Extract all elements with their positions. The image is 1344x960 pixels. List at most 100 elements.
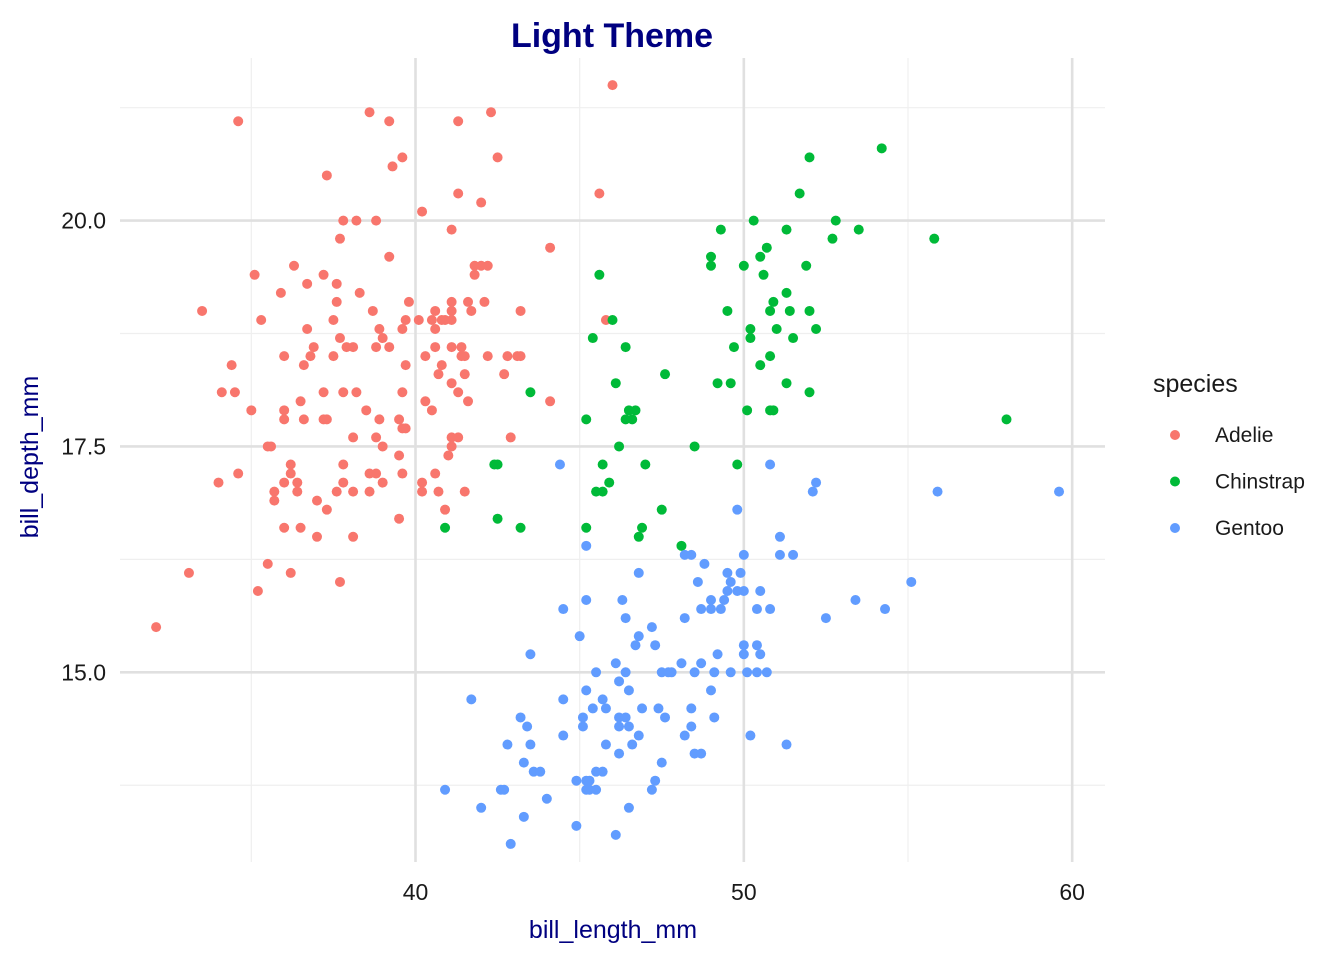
point-adelie: [269, 495, 280, 506]
point-adelie: [298, 360, 309, 371]
point-gentoo: [591, 667, 602, 678]
point-gentoo: [637, 703, 648, 714]
point-chinstrap: [758, 269, 769, 280]
point-chinstrap: [594, 269, 605, 280]
point-adelie: [229, 387, 240, 398]
point-adelie: [354, 287, 365, 298]
point-chinstrap: [745, 324, 756, 335]
point-chinstrap: [781, 224, 792, 235]
legend-key-chinstrap: [1170, 476, 1180, 487]
point-chinstrap: [492, 513, 503, 524]
point-adelie: [417, 477, 428, 488]
point-chinstrap: [781, 287, 792, 298]
point-chinstrap: [630, 405, 641, 416]
point-chinstrap: [765, 305, 776, 316]
point-chinstrap: [607, 314, 618, 325]
point-adelie: [371, 342, 382, 353]
point-adelie: [476, 197, 487, 208]
legend-title: species: [1153, 370, 1238, 398]
point-adelie: [433, 486, 444, 497]
point-chinstrap: [745, 333, 756, 344]
point-gentoo: [774, 531, 785, 542]
point-gentoo: [610, 829, 621, 840]
point-adelie: [377, 333, 388, 344]
point-gentoo: [679, 613, 690, 624]
point-gentoo: [696, 658, 707, 669]
point-adelie: [430, 342, 441, 353]
point-adelie: [279, 351, 290, 362]
point-chinstrap: [804, 387, 815, 398]
y-tick-label: 15.0: [61, 659, 106, 685]
point-adelie: [338, 215, 349, 226]
point-adelie: [426, 314, 437, 325]
point-chinstrap: [781, 378, 792, 389]
point-gentoo: [765, 604, 776, 615]
point-adelie: [334, 333, 345, 344]
point-adelie: [377, 441, 388, 452]
point-adelie: [394, 414, 405, 425]
point-gentoo: [558, 730, 569, 741]
point-adelie: [446, 378, 457, 389]
point-gentoo: [505, 838, 516, 849]
legend-label-gentoo: Gentoo: [1215, 517, 1284, 540]
point-adelie: [400, 423, 411, 434]
point-gentoo: [614, 748, 625, 759]
point-gentoo: [597, 766, 608, 777]
y-tick-label: 17.5: [61, 433, 106, 459]
point-adelie: [334, 233, 345, 244]
point-adelie: [252, 585, 263, 596]
point-gentoo: [623, 721, 634, 732]
y-axis-tick-labels: 15.0 17.5 20.0: [61, 208, 106, 686]
point-gentoo: [722, 567, 733, 578]
point-chinstrap: [804, 305, 815, 316]
point-adelie: [321, 414, 332, 425]
point-adelie: [348, 342, 359, 353]
point-gentoo: [630, 640, 641, 651]
point-chinstrap: [587, 333, 598, 344]
point-chinstrap: [748, 215, 759, 226]
point-gentoo: [761, 667, 772, 678]
point-gentoo: [466, 694, 477, 705]
point-gentoo: [581, 540, 592, 551]
point-adelie: [387, 161, 398, 172]
point-adelie: [377, 477, 388, 488]
point-chinstrap: [597, 486, 608, 497]
point-adelie: [443, 450, 454, 461]
point-adelie: [384, 251, 395, 262]
point-adelie: [348, 531, 359, 542]
point-adelie: [486, 107, 497, 118]
x-axis-tick-labels: 40 50 60: [403, 879, 1085, 905]
point-chinstrap: [738, 260, 749, 271]
point-gentoo: [499, 784, 510, 795]
point-chinstrap: [689, 441, 700, 452]
point-gentoo: [715, 604, 726, 615]
minor-gridlines: [120, 58, 1105, 862]
point-chinstrap: [732, 459, 743, 470]
point-adelie: [420, 351, 431, 362]
point-adelie: [285, 567, 296, 578]
point-adelie: [308, 342, 319, 353]
point-chinstrap: [768, 405, 779, 416]
point-adelie: [463, 396, 474, 407]
point-adelie: [298, 414, 309, 425]
point-adelie: [515, 305, 526, 316]
point-gentoo: [522, 721, 533, 732]
point-adelie: [413, 314, 424, 325]
point-chinstrap: [637, 522, 648, 533]
point-gentoo: [722, 585, 733, 596]
point-adelie: [364, 107, 375, 118]
point-adelie: [453, 188, 464, 199]
point-adelie: [456, 342, 467, 353]
point-chinstrap: [515, 522, 526, 533]
point-gentoo: [620, 667, 631, 678]
point-adelie: [446, 296, 457, 307]
point-adelie: [279, 405, 290, 416]
point-gentoo: [577, 721, 588, 732]
legend-label-chinstrap: Chinstrap: [1215, 471, 1305, 494]
point-gentoo: [751, 604, 762, 615]
point-gentoo: [738, 585, 749, 596]
point-adelie: [453, 387, 464, 398]
point-adelie: [417, 206, 428, 217]
point-chinstrap: [706, 251, 716, 262]
